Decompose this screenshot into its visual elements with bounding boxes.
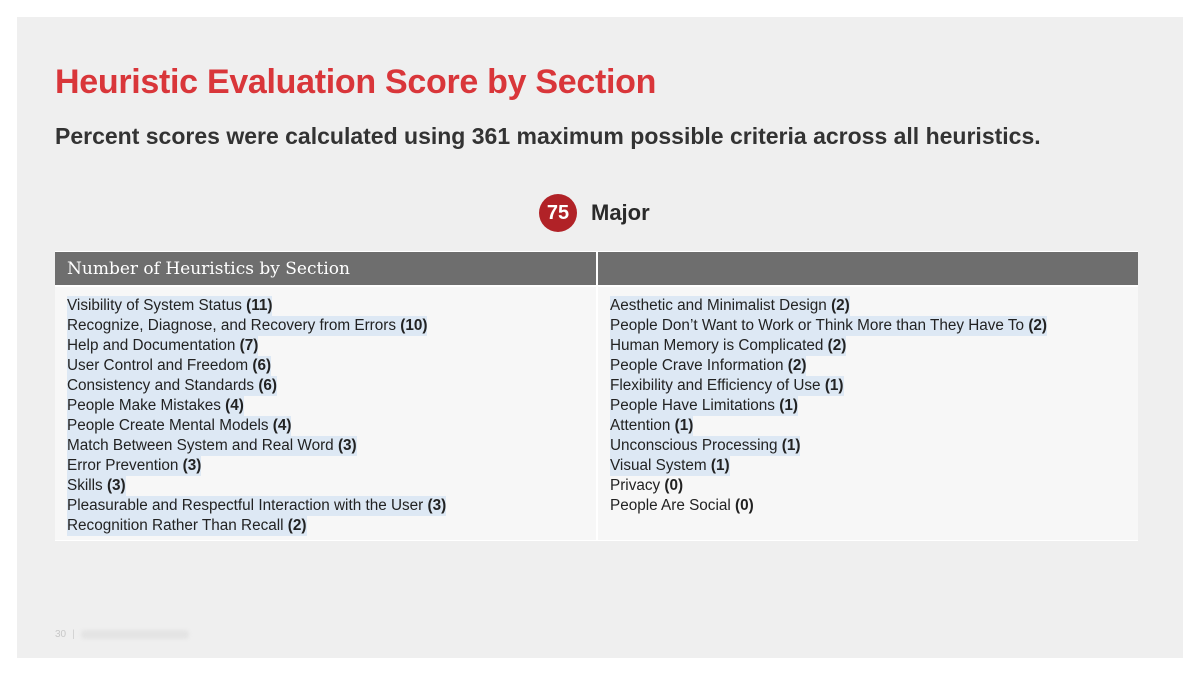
heuristic-name: Visibility of System Status: [67, 297, 242, 314]
heuristic-list-item: Unconscious Processing (1): [610, 436, 801, 456]
heuristic-name: User Control and Freedom: [67, 357, 249, 374]
heuristic-count: (7): [239, 337, 259, 354]
heuristic-count: (1): [824, 377, 844, 394]
heuristic-count: (0): [735, 497, 754, 514]
table-header-right: [598, 252, 1138, 285]
heuristic-list-item: Aesthetic and Minimalist Design (2): [610, 296, 850, 316]
heuristic-name: People Are Social: [610, 497, 731, 514]
slide: Heuristic Evaluation Score by Section Pe…: [17, 17, 1183, 658]
heuristic-list-item: Skills (3): [67, 476, 126, 496]
heuristic-name: Pleasurable and Respectful Interaction w…: [67, 497, 424, 514]
heuristic-name: Consistency and Standards: [67, 377, 255, 394]
heuristic-list-item: People Don’t Want to Work or Think More …: [610, 316, 1048, 336]
heuristic-count: (0): [664, 477, 684, 494]
heuristic-name: Human Memory is Complicated: [610, 337, 824, 354]
heuristic-name: People Create Mental Models: [67, 417, 269, 434]
heuristic-count: (1): [674, 417, 694, 434]
heuristic-list-item: Match Between System and Real Word (3): [67, 436, 357, 456]
heuristic-count: (3): [337, 437, 357, 454]
heuristic-count: (1): [710, 457, 730, 474]
left-item-list: Visibility of System Status (11) Recogniz…: [55, 287, 596, 540]
heuristic-list-item: Help and Documentation (7): [67, 336, 259, 356]
page-number: 30: [55, 629, 67, 640]
heuristic-count: (2): [787, 357, 807, 374]
right-item-list: Aesthetic and Minimalist Design (2) Peopl…: [598, 287, 1138, 540]
heuristic-list-item: Flexibility and Efficiency of Use (1): [610, 376, 844, 396]
heuristic-count: (3): [106, 477, 126, 494]
heuristic-count: (2): [287, 517, 307, 534]
heuristic-count: (11): [246, 297, 273, 314]
heuristic-list-item: Human Memory is Complicated (2): [610, 336, 847, 356]
heuristic-list-item: Visual System (1): [610, 456, 730, 476]
heuristic-name: Flexibility and Efficiency of Use: [610, 377, 821, 394]
heuristic-list-item: Recognition Rather Than Recall (2): [67, 516, 307, 536]
heuristic-count: (2): [831, 297, 850, 314]
heuristic-list-item: Error Prevention (3): [67, 456, 202, 476]
heuristic-name: People Don’t Want to Work or Think More …: [610, 317, 1025, 334]
slide-title: Heuristic Evaluation Score by Section: [55, 63, 657, 101]
heuristic-list-item: People Have Limitations (1): [610, 396, 798, 416]
heuristic-name: Recognition Rather Than Recall: [67, 517, 284, 534]
heuristic-list-item: Visibility of System Status (11): [67, 296, 273, 316]
slide-footer: 30 |: [55, 629, 189, 640]
heuristic-name: People Make Mistakes: [67, 397, 221, 414]
heuristic-count: (10): [400, 317, 428, 334]
score-label: Major: [591, 200, 650, 225]
heuristic-name: Visual System: [610, 457, 707, 474]
score-badge: 75: [539, 194, 577, 232]
heuristic-name: People Crave Information: [610, 357, 784, 374]
heuristic-count: (3): [427, 497, 447, 514]
right-column: Aesthetic and Minimalist Design (2) Peopl…: [598, 252, 1138, 540]
table-header-left: Number of Heuristics by Section: [55, 252, 596, 285]
heuristic-name: Skills: [67, 477, 103, 494]
heuristic-list-item: Pleasurable and Respectful Interaction w…: [67, 496, 447, 516]
heuristic-count: (1): [781, 437, 801, 454]
heuristic-name: Recognize, Diagnose, and Recovery from E…: [67, 317, 397, 334]
heuristic-name: Unconscious Processing: [610, 437, 778, 454]
heuristic-name: Privacy: [610, 477, 661, 494]
heuristic-count: (2): [827, 337, 847, 354]
heuristic-list-item: People Make Mistakes (4): [67, 396, 244, 416]
heuristic-count: (6): [252, 357, 272, 374]
score-summary: 75 Major: [539, 194, 650, 232]
heuristic-list-item: Consistency and Standards (6): [67, 376, 278, 396]
heuristic-name: Attention: [610, 417, 671, 434]
heuristic-list-item: Attention (1): [610, 416, 694, 436]
heuristic-list-item: People Crave Information (2): [610, 356, 807, 376]
heuristic-list-item: Privacy (0): [610, 476, 683, 496]
heuristic-list-item: People Create Mental Models (4): [67, 416, 292, 436]
slide-subtitle: Percent scores were calculated using 361…: [55, 123, 1041, 149]
footer-separator: |: [72, 629, 75, 640]
heuristic-list-item: Recognize, Diagnose, and Recovery from E…: [67, 316, 428, 336]
heuristic-count: (1): [779, 397, 798, 414]
heuristic-name: People Have Limitations: [610, 397, 775, 414]
heuristic-name: Aesthetic and Minimalist Design: [610, 297, 827, 314]
heuristic-list-item: People Are Social (0): [610, 496, 754, 516]
left-column: Number of Heuristics by Section Visibili…: [55, 252, 596, 540]
heuristic-name: Help and Documentation: [67, 337, 236, 354]
heuristic-count: (4): [272, 417, 292, 434]
heuristic-list-item: User Control and Freedom (6): [67, 356, 272, 376]
heuristic-name: Match Between System and Real Word: [67, 437, 334, 454]
heuristic-name: Error Prevention: [67, 457, 179, 474]
heuristics-table: Number of Heuristics by Section Visibili…: [55, 251, 1138, 541]
heuristic-count: (6): [258, 377, 278, 394]
heuristic-count: (2): [1028, 317, 1048, 334]
blurred-footer-text: [80, 630, 189, 639]
heuristic-count: (4): [225, 397, 244, 414]
heuristic-count: (3): [182, 457, 202, 474]
